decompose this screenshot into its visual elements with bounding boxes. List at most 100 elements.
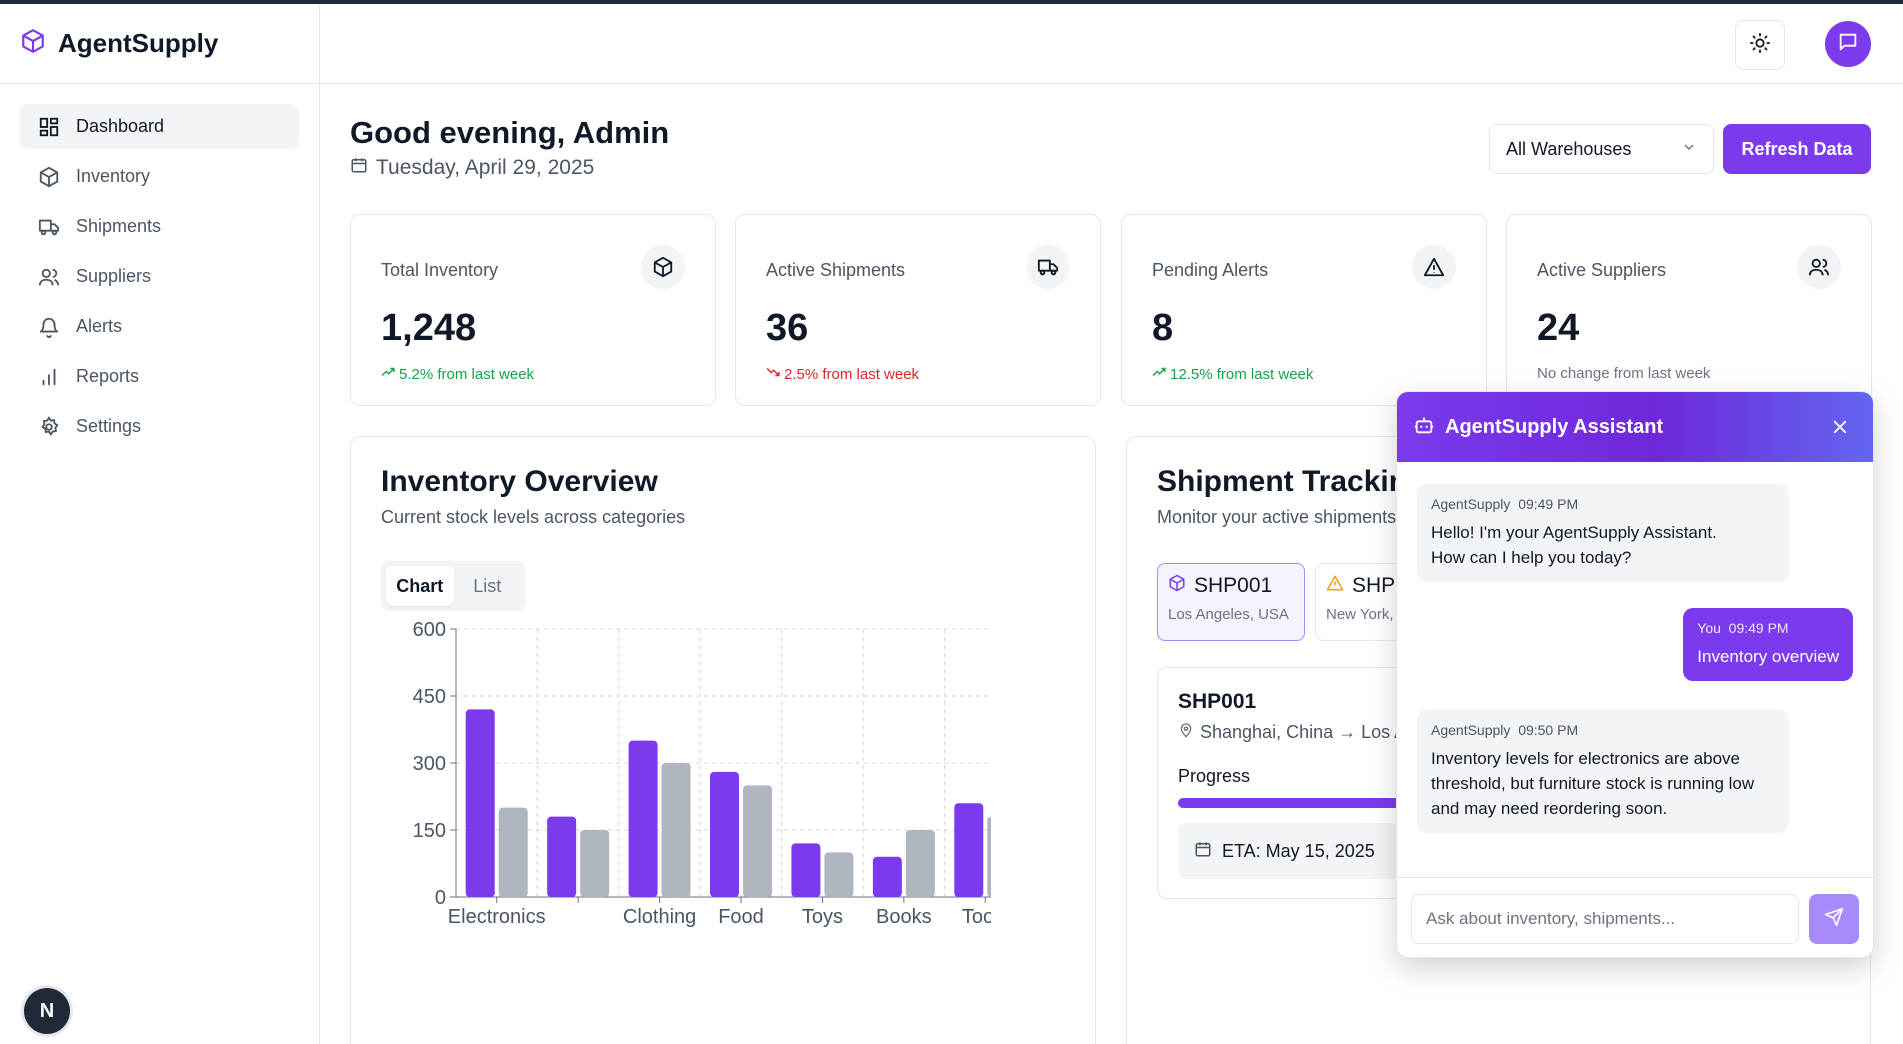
truck-icon [36, 214, 62, 240]
top-header [320, 4, 1903, 84]
stat-card-pending-alerts: Pending Alerts 8 12.5% from last week [1121, 214, 1487, 406]
bar-current-clothing [628, 740, 658, 897]
sidebar-item-inventory[interactable]: Inventory [20, 154, 299, 199]
message-sender: AgentSupply [1431, 722, 1511, 738]
sidebar-item-label: Settings [76, 416, 142, 436]
date-text: Tuesday, April 29, 2025 [376, 156, 595, 179]
stat-trend-text: 2.5% from last week [784, 365, 920, 383]
eta-box: ETA: May 15, 2025 [1178, 823, 1398, 879]
warning-icon [1412, 245, 1456, 289]
stat-card-total-inventory: Total Inventory 1,248 5.2% from last wee… [350, 214, 716, 406]
message-meta: You 09:49 PM [1697, 620, 1839, 636]
sidebar-item-label: Dashboard [76, 116, 165, 136]
sidebar-nav: Dashboard Inventory Shipments Suppliers … [0, 84, 319, 474]
x-tick-label: Clothing [623, 906, 696, 928]
sidebar-item-dashboard[interactable]: Dashboard [20, 104, 299, 149]
assistant-title: AgentSupply Assistant [1445, 415, 1664, 438]
sidebar-item-shipments[interactable]: Shipments [20, 204, 299, 249]
x-tick-label: Electronics [448, 906, 546, 928]
message-time: 09:49 PM [1728, 620, 1789, 636]
bar-current-food [710, 771, 739, 897]
view-tabs: Chart List [381, 561, 526, 611]
message-text: Inventory overview [1697, 647, 1839, 666]
refresh-data-button[interactable]: Refresh Data [1723, 124, 1871, 174]
tab-chart[interactable]: Chart [386, 566, 454, 606]
sidebar-item-label: Alerts [76, 316, 123, 336]
stat-card-active-shipments: Active Shipments 36 2.5% from last week [735, 214, 1101, 406]
stat-trend: 2.5% from last week [766, 365, 919, 383]
calendar-icon [350, 156, 376, 180]
chevron-down-icon [1681, 139, 1697, 160]
assistant-input[interactable] [1411, 894, 1799, 944]
bar-threshold-books [905, 830, 935, 897]
progress-fill [1178, 798, 1516, 808]
assistant-header: AgentSupply Assistant [1397, 392, 1873, 462]
calendar-icon [1194, 840, 1222, 863]
warehouse-select[interactable]: All Warehouses [1489, 124, 1714, 174]
sidebar-item-alerts[interactable]: Alerts [20, 304, 299, 349]
inventory-bar-chart: 0 150 300 450 600 Electronics Clothing Food Toys… [413, 619, 991, 928]
users-icon [36, 264, 62, 290]
progress-label: Progress [1178, 766, 1251, 786]
stat-value: 1,248 [381, 307, 477, 349]
x-tick-label: Tools [962, 906, 991, 928]
box-icon [1168, 574, 1194, 598]
message-meta: AgentSupply 09:49 PM [1431, 496, 1775, 512]
page-title: Good evening, Admin [350, 115, 670, 150]
inventory-overview-panel: Inventory Overview Current stock levels … [350, 436, 1096, 1044]
brand-name: AgentSupply [58, 28, 219, 58]
bot-icon [1413, 414, 1435, 441]
panel-subtitle: Monitor your active shipments [1157, 507, 1397, 527]
stat-trend: 5.2% from last week [381, 365, 534, 383]
panel-subtitle: Current stock levels across categories [381, 507, 686, 527]
stat-value: 24 [1537, 307, 1580, 349]
truck-icon [1026, 245, 1070, 289]
stat-trend: 12.5% from last week [1152, 365, 1313, 383]
bar-threshold-clothing [661, 763, 691, 897]
message-meta: AgentSupply 09:50 PM [1431, 722, 1775, 738]
bar-current-books [872, 856, 902, 897]
brand[interactable]: AgentSupply [0, 4, 319, 84]
sidebar-item-suppliers[interactable]: Suppliers [20, 254, 299, 299]
trend-up-icon [1152, 365, 1166, 383]
trend-up-icon [381, 365, 395, 383]
sun-icon [1749, 32, 1771, 59]
eta-text: ETA: May 15, 2025 [1222, 840, 1375, 861]
message-text: Inventory levels for electronics are abo… [1431, 749, 1755, 818]
sidebar-item-settings[interactable]: Settings [20, 404, 299, 449]
bar-current-tools [954, 803, 984, 897]
y-tick-label: 450 [413, 686, 446, 708]
stat-label: Total Inventory [381, 260, 499, 280]
gear-icon [36, 414, 62, 440]
shipment-card-shp001[interactable]: SHP001 Los Angeles, USA [1157, 563, 1305, 641]
bar-threshold-electronics [498, 807, 528, 897]
dev-badge[interactable]: N [24, 988, 70, 1034]
send-button[interactable] [1809, 894, 1859, 944]
y-tick-label: 0 [435, 887, 446, 909]
y-tick-label: 600 [413, 619, 446, 641]
box-icon [36, 164, 62, 190]
shipment-id: SHP001 [1194, 574, 1273, 597]
trend-down-icon [766, 365, 780, 383]
close-icon[interactable] [1829, 416, 1851, 438]
assistant-input-bar [1397, 877, 1873, 957]
map-pin-icon [1178, 722, 1200, 743]
stat-trend: No change from last week [1537, 365, 1710, 382]
sidebar-item-label: Shipments [76, 216, 162, 236]
stat-value: 36 [766, 307, 809, 349]
y-tick-label: 300 [413, 753, 446, 775]
message-text: Hello! I'm your AgentSupply Assistant. H… [1431, 523, 1717, 567]
stat-trend-text: 5.2% from last week [399, 365, 535, 383]
message-time: 09:50 PM [1518, 722, 1579, 738]
tab-list[interactable]: List [473, 575, 502, 596]
theme-toggle-button[interactable] [1735, 20, 1785, 70]
open-chat-button[interactable] [1825, 21, 1871, 67]
x-tick-label: Toys [802, 906, 843, 928]
stat-value: 8 [1152, 307, 1174, 349]
assistant-chat-window: AgentSupply Assistant AgentSupply 09:49 … [1396, 391, 1874, 958]
sidebar-item-reports[interactable]: Reports [20, 354, 299, 399]
bar-threshold-furniture [580, 830, 610, 897]
sidebar-item-label: Reports [76, 366, 140, 386]
bar-threshold-food [743, 785, 772, 897]
sidebar-item-label: Inventory [76, 166, 151, 186]
